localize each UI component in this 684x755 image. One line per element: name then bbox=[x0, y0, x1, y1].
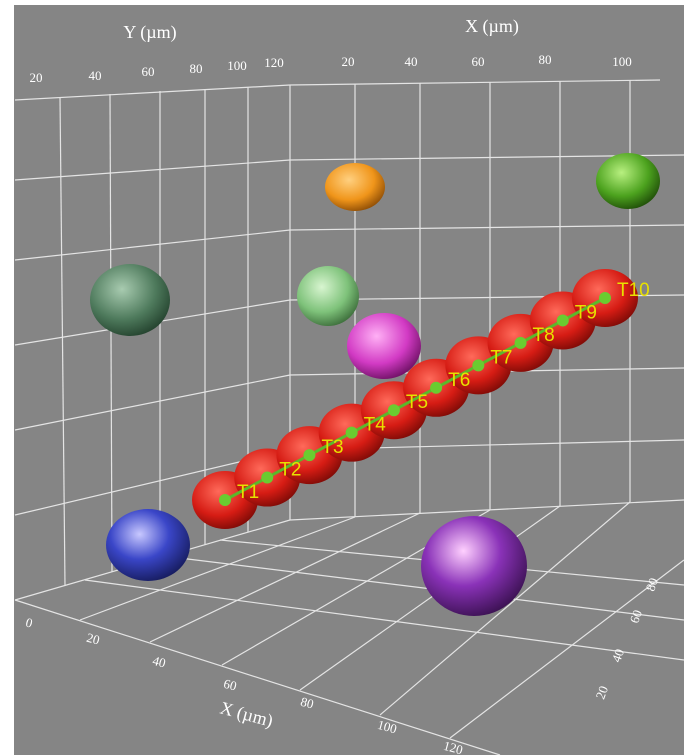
track-label: T1 bbox=[237, 482, 259, 503]
track-point bbox=[219, 494, 231, 506]
track-point bbox=[261, 472, 273, 484]
scene: T1T2T3T4T5T6T7T8T9T10 Y (µm) X (µm) X (µ… bbox=[0, 0, 684, 755]
tick-label: 80 bbox=[539, 52, 552, 67]
tick-label: 100 bbox=[227, 58, 247, 73]
track-label: T6 bbox=[448, 370, 470, 391]
tick-label: 40 bbox=[89, 68, 102, 83]
background bbox=[14, 5, 684, 755]
y-axis-label: Y (µm) bbox=[123, 22, 176, 43]
track-point bbox=[557, 314, 569, 326]
track-label: T4 bbox=[364, 415, 387, 436]
tick-label: 100 bbox=[612, 54, 632, 69]
track-point bbox=[388, 404, 400, 416]
track-point bbox=[515, 337, 527, 349]
track-label: T2 bbox=[279, 460, 301, 481]
track-point bbox=[599, 292, 611, 304]
track-label: T9 bbox=[575, 302, 597, 323]
track-point bbox=[472, 359, 484, 371]
track-label: T5 bbox=[406, 392, 428, 413]
tick-label: 60 bbox=[142, 64, 155, 79]
x-axis-label-top: X (µm) bbox=[465, 16, 519, 37]
track-label: T3 bbox=[321, 437, 343, 458]
tick-label: 80 bbox=[190, 61, 203, 76]
tick-label: 60 bbox=[472, 54, 485, 69]
tick-label: 120 bbox=[264, 55, 284, 70]
track-point bbox=[303, 449, 315, 461]
tick-label: 20 bbox=[342, 54, 355, 69]
track-point bbox=[430, 382, 442, 394]
track-label: T7 bbox=[490, 347, 512, 368]
tick-label: 20 bbox=[30, 70, 43, 85]
tick-label: 40 bbox=[405, 54, 418, 69]
track-label: T8 bbox=[533, 325, 555, 346]
track-label: T10 bbox=[617, 280, 650, 301]
track-point bbox=[346, 427, 358, 439]
